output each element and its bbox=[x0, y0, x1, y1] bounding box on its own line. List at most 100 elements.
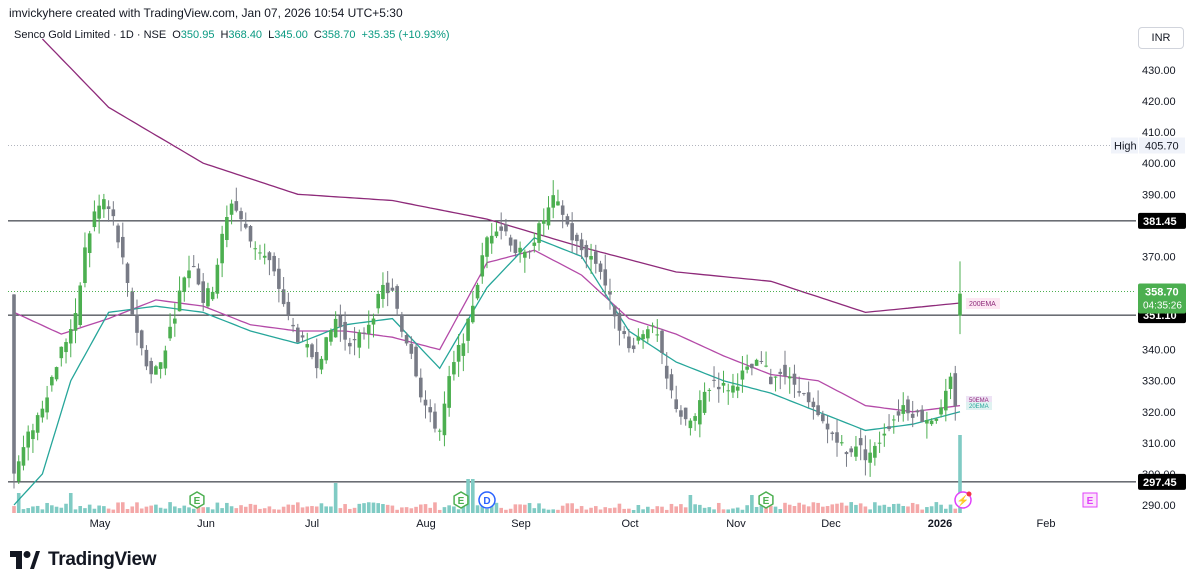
candle-body bbox=[191, 266, 196, 268]
volume-bar bbox=[560, 505, 565, 513]
volume-bar bbox=[456, 509, 461, 513]
candle-body bbox=[16, 461, 21, 482]
event-marker-icon[interactable] bbox=[1082, 492, 1098, 508]
volume-bar bbox=[102, 506, 106, 513]
volume-bar bbox=[196, 503, 201, 513]
candle-body bbox=[352, 339, 357, 341]
volume-bar bbox=[707, 507, 712, 513]
candle-body bbox=[608, 291, 612, 295]
volume-bar bbox=[447, 505, 451, 513]
volume-bar bbox=[948, 504, 953, 513]
volume-bar bbox=[489, 503, 494, 513]
volume-bar bbox=[239, 505, 243, 513]
volume-bar bbox=[608, 508, 612, 513]
volume-bar bbox=[92, 508, 97, 513]
candle-body bbox=[584, 244, 589, 258]
volume-bar bbox=[428, 507, 433, 513]
high-tag-box bbox=[1111, 137, 1138, 154]
volume-bar bbox=[31, 506, 35, 513]
candle-body bbox=[944, 390, 948, 411]
candle-body bbox=[906, 399, 910, 414]
volume-bar bbox=[896, 503, 901, 513]
candle-body bbox=[674, 399, 678, 410]
volume-bar bbox=[944, 508, 948, 513]
candle-body bbox=[745, 366, 749, 370]
candle-body bbox=[641, 334, 645, 340]
candle-body bbox=[835, 432, 839, 443]
volume-bar bbox=[116, 502, 120, 513]
volume-bar bbox=[508, 508, 513, 513]
candle-body bbox=[839, 442, 844, 444]
high-label: H bbox=[220, 29, 229, 41]
volume-bar bbox=[281, 506, 286, 513]
event-marker-letter: E bbox=[1087, 496, 1094, 507]
candle-body bbox=[442, 403, 447, 436]
volume-bar bbox=[324, 506, 328, 513]
x-tick-label: Aug bbox=[416, 518, 436, 530]
volume-bar bbox=[40, 509, 45, 513]
volume-bar bbox=[693, 504, 697, 513]
event-marker-icon[interactable] bbox=[954, 491, 972, 509]
candle-body bbox=[461, 343, 466, 356]
volume-bar bbox=[844, 505, 849, 513]
ema50-line bbox=[13, 249, 961, 413]
candle-body bbox=[740, 370, 745, 380]
low-value: 345.00 bbox=[274, 29, 308, 41]
volume-bar bbox=[575, 508, 579, 513]
candle-body bbox=[707, 389, 712, 391]
volume-bar bbox=[106, 508, 111, 513]
volume-bar bbox=[395, 509, 399, 513]
volume-bar bbox=[537, 503, 541, 513]
event-marker-icon[interactable] bbox=[758, 491, 774, 509]
volume-bar bbox=[593, 506, 598, 513]
candle-body bbox=[797, 391, 801, 393]
level-price-label: 297.45 bbox=[1143, 477, 1177, 489]
volume-bar bbox=[144, 506, 149, 513]
candle-body bbox=[381, 284, 385, 300]
candle-body bbox=[593, 251, 598, 264]
volume-bar bbox=[683, 507, 688, 513]
x-tick-label: Dec bbox=[821, 518, 841, 530]
candle-body bbox=[253, 248, 258, 250]
candle-body bbox=[390, 287, 395, 291]
event-marker-icon[interactable] bbox=[478, 491, 496, 509]
volume-bar bbox=[234, 508, 239, 513]
candle-body bbox=[404, 334, 409, 344]
candle-body bbox=[489, 235, 494, 244]
currency-selector[interactable]: INR bbox=[1138, 27, 1184, 49]
event-marker-icon[interactable] bbox=[453, 491, 469, 509]
volume-bar bbox=[173, 506, 177, 513]
candle-body bbox=[873, 445, 877, 458]
event-marker-letter: E bbox=[194, 496, 201, 507]
candle-body bbox=[627, 336, 631, 349]
candle-body bbox=[716, 386, 721, 390]
event-marker-icon[interactable] bbox=[189, 491, 205, 509]
brand-name: TradingView bbox=[48, 549, 157, 570]
volume-bar bbox=[343, 504, 347, 513]
level-price-box bbox=[1138, 473, 1186, 490]
candle-body bbox=[68, 329, 73, 344]
x-tick-label: Sep bbox=[511, 518, 531, 530]
candle-body bbox=[811, 401, 816, 408]
candle-body bbox=[858, 438, 863, 446]
candle-body bbox=[319, 358, 324, 370]
symbol-name[interactable]: Senco Gold Limited · 1D · NSE bbox=[14, 29, 167, 41]
candle-body bbox=[802, 393, 806, 395]
volume-bar bbox=[130, 506, 135, 513]
volume-bar bbox=[754, 506, 759, 513]
y-tick-label: 390.00 bbox=[1142, 189, 1176, 201]
volume-bar bbox=[16, 493, 21, 513]
candle-body bbox=[541, 220, 546, 224]
volume-bar bbox=[83, 508, 87, 513]
event-marker-letter: D bbox=[483, 496, 490, 507]
candle-body bbox=[414, 346, 418, 377]
high-value-label: 405.70 bbox=[1145, 141, 1179, 153]
close-value: 358.70 bbox=[321, 29, 356, 41]
volume-bar bbox=[868, 509, 872, 513]
candle-body bbox=[485, 237, 489, 257]
volume-bar bbox=[452, 506, 456, 513]
candle-body bbox=[773, 376, 778, 378]
volume-bar bbox=[168, 502, 172, 513]
price-chart[interactable]: 290.00300.00310.00320.00330.00340.00370.… bbox=[0, 0, 1200, 545]
volume-bar bbox=[740, 509, 745, 513]
